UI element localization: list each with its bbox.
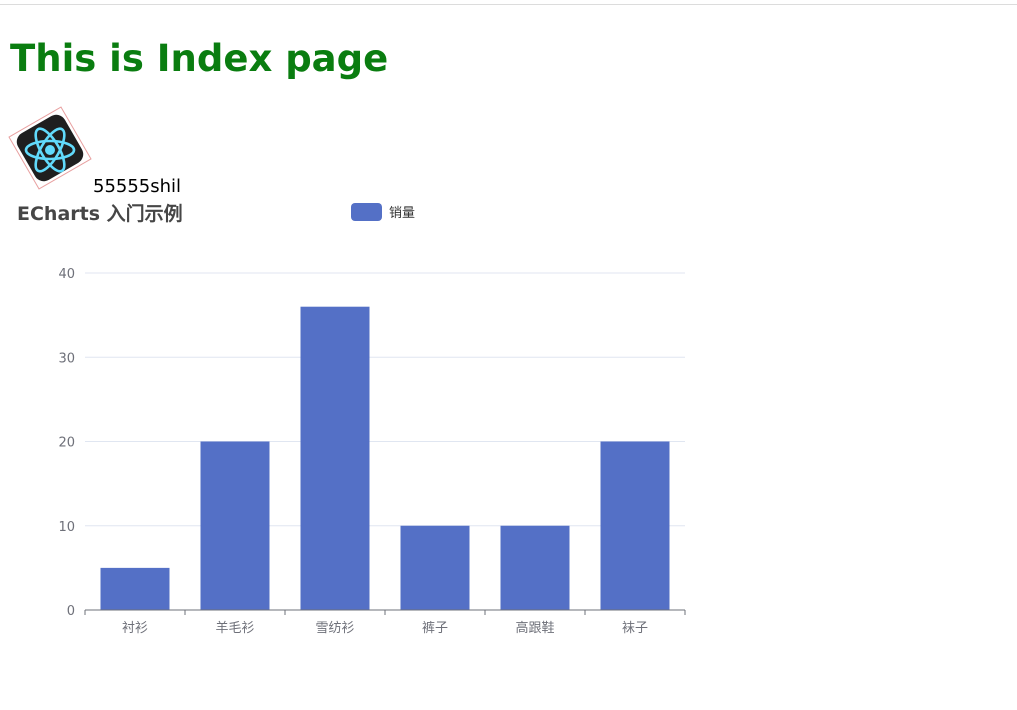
bar-4[interactable]	[500, 525, 570, 610]
x-tick-label: 袜子	[622, 621, 648, 636]
bar-series	[100, 306, 670, 611]
atom-orbits	[24, 127, 76, 173]
chart-legend[interactable]: 销量	[351, 203, 415, 221]
x-tick-label: 雪纺衫	[315, 621, 354, 636]
react-atom-icon	[8, 106, 92, 190]
bar-chart: ECharts 入门示例 销量 0 10 20 30 40 衬衫 羊毛衫 雪纺衫 裤子 高跟鞋 袜…	[17, 202, 686, 636]
x-axis-ticks	[84, 610, 686, 615]
legend-label-sales: 销量	[389, 206, 415, 221]
bar-2[interactable]	[300, 306, 370, 610]
bar-5[interactable]	[600, 441, 670, 611]
logo-selection-outline	[8, 106, 92, 190]
y-tick-label: 10	[58, 520, 75, 535]
x-axis-labels: 衬衫 羊毛衫 雪纺衫 裤子 高跟鞋 袜子	[122, 620, 648, 636]
y-axis-labels: 0 10 20 30 40	[58, 267, 75, 619]
logo-caption: 55555shil	[93, 176, 182, 197]
bar-3[interactable]	[400, 525, 470, 610]
legend-swatch-sales	[351, 203, 382, 221]
y-tick-label: 40	[58, 267, 75, 282]
page-title: This is Index page	[10, 37, 389, 80]
top-divider	[0, 4, 1017, 5]
y-tick-label: 20	[58, 436, 75, 451]
y-grid-lines	[85, 272, 685, 527]
chart-title: ECharts 入门示例	[17, 202, 183, 225]
x-tick-label: 衬衫	[122, 621, 148, 636]
y-tick-label: 30	[58, 351, 75, 366]
x-tick-label: 羊毛衫	[215, 620, 254, 636]
bar-1[interactable]	[200, 441, 270, 611]
x-tick-label: 裤子	[422, 621, 448, 636]
y-tick-label: 0	[67, 604, 75, 619]
atom-nucleus	[45, 145, 55, 155]
bar-0[interactable]	[100, 567, 170, 610]
x-tick-label: 高跟鞋	[515, 620, 554, 636]
